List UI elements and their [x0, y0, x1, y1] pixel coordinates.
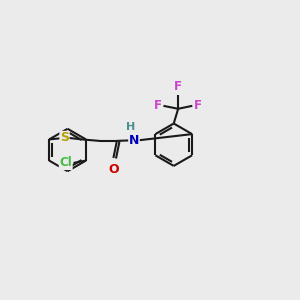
Text: O: O	[108, 163, 119, 176]
Text: N: N	[129, 134, 139, 147]
Text: Cl: Cl	[59, 157, 72, 169]
Text: F: F	[194, 99, 202, 112]
Text: F: F	[174, 80, 182, 93]
Text: F: F	[154, 99, 162, 112]
Text: H: H	[126, 122, 135, 132]
Text: S: S	[60, 131, 69, 144]
